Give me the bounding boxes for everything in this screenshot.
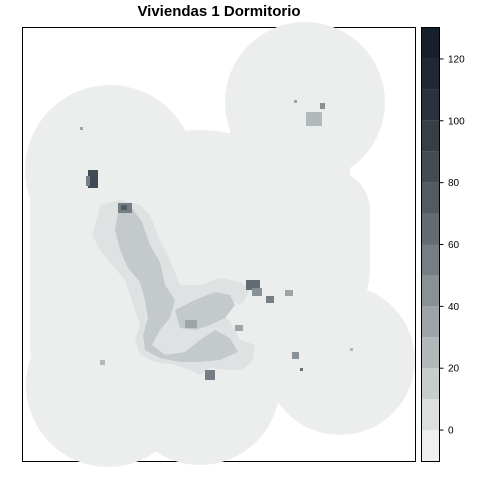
hotspot-east-cluster-2	[252, 288, 262, 296]
hotspot-ne-cluster	[306, 112, 322, 126]
hotspot-west-small	[80, 127, 83, 130]
legend-bin	[422, 399, 439, 431]
legend-bin	[422, 58, 439, 90]
legend-tick-label: 80	[448, 178, 460, 189]
legend-bin	[422, 213, 439, 245]
hotspot-east-dot	[266, 296, 274, 303]
legend-tick-label: 0	[448, 426, 454, 437]
legend-bin	[422, 89, 439, 121]
legend-bin	[422, 368, 439, 400]
legend-tick-label: 120	[448, 54, 465, 65]
legend-bin	[422, 28, 439, 59]
hotspot-nw	[88, 170, 98, 188]
density-hotspots	[80, 100, 353, 380]
hotspot-east-far	[285, 290, 293, 296]
hotspot-far-east	[350, 348, 353, 351]
urban-core-mid	[115, 208, 238, 362]
legend-bin	[422, 275, 439, 307]
density-region	[80, 100, 353, 380]
legend-bin	[422, 120, 439, 152]
hotspot-south-east	[292, 352, 299, 359]
hotspot-south-west	[100, 360, 105, 365]
hotspot-south-core	[205, 370, 215, 380]
hotspot-nw-edge	[86, 176, 90, 186]
legend-bins	[422, 28, 439, 461]
legend-ticks: 0 20 40 60 80 100 120	[439, 54, 465, 437]
hotspot-core-mid	[185, 320, 197, 328]
coverage-blob-se	[265, 285, 415, 435]
hotspot-north-core-dark	[121, 205, 127, 210]
coverage-blob-north-band	[230, 60, 350, 220]
hotspot-center-east	[235, 325, 243, 331]
hotspot-east-cluster	[246, 280, 260, 290]
legend-bin	[422, 244, 439, 276]
legend-bin	[422, 151, 439, 183]
legend-tick-label: 40	[448, 302, 460, 313]
legend-bin	[422, 337, 439, 369]
legend-bin	[422, 182, 439, 214]
legend-tick-label: 100	[448, 116, 465, 127]
hotspot-ne-dot	[320, 103, 325, 109]
hotspot-south-dot	[300, 368, 303, 371]
legend-bin	[422, 430, 439, 461]
legend-tick-label: 60	[448, 240, 460, 251]
legend-bin	[422, 306, 439, 338]
hotspot-ne-dot-2	[294, 100, 297, 103]
legend-tick-label: 20	[448, 364, 460, 375]
map-title: Viviendas 1 Dormitorio	[137, 3, 301, 20]
